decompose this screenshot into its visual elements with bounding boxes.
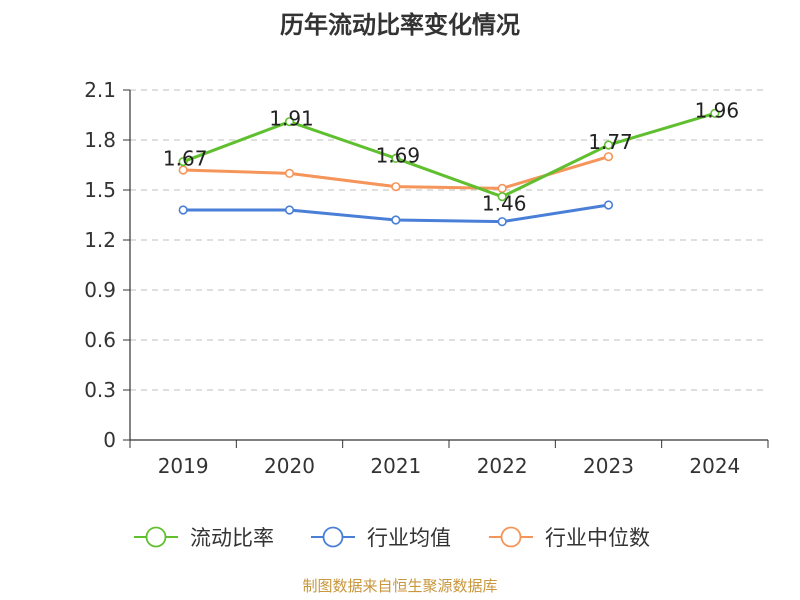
x-tick-label: 2021 (370, 454, 421, 478)
data-labels: 1.67 1.91 1.69 1.46 1.77 1.96 (163, 98, 739, 215)
series-layer (178, 108, 720, 227)
x-tick-label: 2022 (477, 454, 528, 478)
axes: 0 0.3 0.6 0.9 1.2 1.5 1.8 2.1 2019 2020 2021 2022 20… (84, 78, 769, 478)
y-tick-label: 1.2 (84, 228, 116, 252)
legend-marker (500, 526, 522, 548)
legend-label: 行业中位数 (545, 526, 650, 550)
legend-marker (322, 526, 344, 548)
legend-marker (145, 526, 167, 548)
data-label: 1.46 (482, 192, 527, 216)
y-tick-label: 0.6 (84, 328, 116, 352)
series-line (182, 111, 716, 199)
series-2 (178, 200, 614, 227)
x-tick-label: 2019 (158, 454, 209, 478)
legend-item: 行业中位数 (489, 526, 650, 550)
legend-label: 行业均值 (367, 526, 451, 550)
data-label: 1.77 (588, 130, 633, 154)
data-point (284, 205, 295, 215)
data-point (497, 217, 507, 227)
data-label: 1.67 (163, 147, 208, 171)
data-point (391, 215, 401, 225)
legend: 流动比率 行业均值 行业中位数 (134, 526, 650, 550)
data-point (284, 168, 295, 178)
x-tick-label: 2023 (583, 454, 634, 478)
chart-title: 历年流动比率变化情况 (280, 11, 520, 39)
data-label: 1.69 (376, 143, 421, 167)
x-tick-label: 2024 (689, 454, 740, 478)
data-point (284, 117, 295, 127)
data-point (391, 153, 401, 163)
legend-item: 流动比率 (134, 526, 274, 550)
source-note: 制图数据来自恒生聚源数据库 (302, 577, 497, 595)
data-point (178, 205, 188, 215)
legend-label: 流动比率 (190, 526, 274, 550)
data-point (178, 157, 188, 167)
data-point (391, 182, 401, 192)
x-tick-label: 2020 (264, 454, 315, 478)
data-point (497, 192, 507, 202)
gridlines (130, 89, 768, 391)
data-label: 1.96 (695, 98, 740, 122)
y-tick-label: 0.3 (84, 378, 116, 402)
legend-item: 行业均值 (311, 526, 451, 550)
y-tick-label: 1.8 (84, 128, 116, 152)
y-tick-label: 0 (103, 428, 116, 452)
data-point (603, 152, 614, 162)
series-1 (178, 108, 720, 202)
y-tick-label: 2.1 (84, 78, 116, 102)
data-label: 1.91 (269, 107, 314, 131)
data-point (603, 140, 614, 150)
y-tick-label: 1.5 (84, 178, 116, 202)
data-point (603, 200, 614, 210)
y-tick-label: 0.9 (84, 278, 116, 302)
data-point (710, 108, 720, 118)
